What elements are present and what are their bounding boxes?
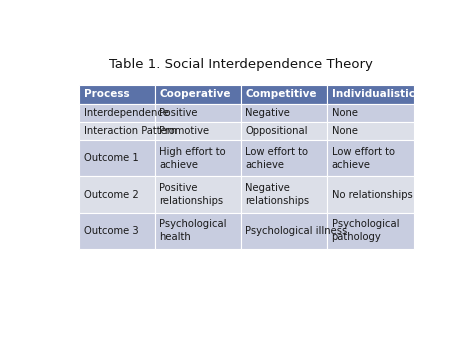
Text: Outcome 2: Outcome 2 [84,190,138,200]
Text: No relationships: No relationships [332,190,412,200]
Text: Low effort to
achieve: Low effort to achieve [332,147,394,170]
Text: Psychological
pathology: Psychological pathology [332,219,399,242]
Bar [327,85,414,104]
Bar [327,213,414,249]
Bar [80,122,155,140]
Text: Negative: Negative [246,108,290,118]
Bar [80,213,155,249]
Bar [155,176,241,213]
Bar [327,122,414,140]
Bar [241,176,327,213]
Bar [155,140,241,176]
Text: High effort to
achieve: High effort to achieve [159,147,226,170]
Bar [241,104,327,122]
Bar [155,213,241,249]
Text: Interaction Pattern: Interaction Pattern [84,126,177,136]
Bar [80,176,155,213]
Bar [80,140,155,176]
Text: Process: Process [84,89,129,99]
Text: Positive: Positive [159,108,198,118]
Bar [327,104,414,122]
Text: Interdependence: Interdependence [84,108,169,118]
Text: None: None [332,126,357,136]
Text: Outcome 1: Outcome 1 [84,153,138,163]
Text: Competitive: Competitive [246,89,317,99]
Text: None: None [332,108,357,118]
Bar [241,122,327,140]
Bar [241,213,327,249]
Bar [155,104,241,122]
Text: Cooperative: Cooperative [159,89,230,99]
Text: Psychological
health: Psychological health [159,219,227,242]
Bar [80,85,155,104]
Text: Negative
relationships: Negative relationships [246,183,310,206]
Text: Table 1. Social Interdependence Theory: Table 1. Social Interdependence Theory [109,58,377,71]
Bar [155,85,241,104]
Text: Individualistic: Individualistic [332,89,415,99]
Text: Promotive: Promotive [159,126,209,136]
Bar [80,104,155,122]
Text: Positive
relationships: Positive relationships [159,183,223,206]
Text: Low effort to
achieve: Low effort to achieve [246,147,308,170]
Text: Psychological illness: Psychological illness [246,226,347,236]
Bar [327,140,414,176]
Bar [241,85,327,104]
Text: Outcome 3: Outcome 3 [84,226,138,236]
Bar [155,122,241,140]
Bar [327,176,414,213]
Bar [241,140,327,176]
Text: Oppositional: Oppositional [246,126,308,136]
